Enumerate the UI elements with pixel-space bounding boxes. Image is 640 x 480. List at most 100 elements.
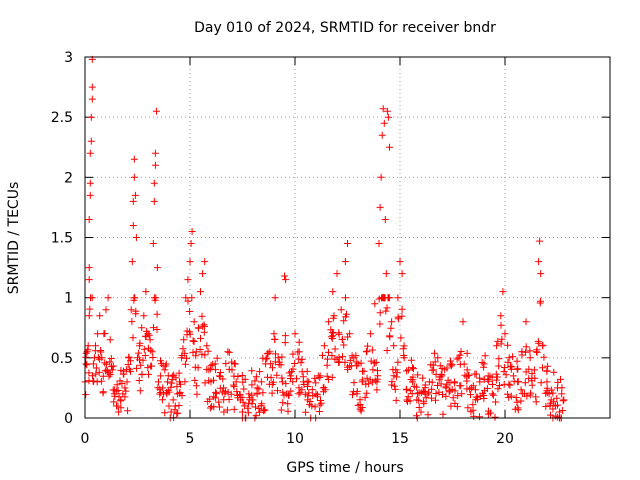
- data-point: [204, 347, 212, 355]
- data-point: [298, 355, 306, 363]
- data-point: [559, 397, 567, 405]
- data-point: [149, 354, 157, 361]
- data-point: [559, 407, 567, 414]
- data-point: [161, 409, 169, 417]
- data-point: [245, 390, 253, 398]
- data-point: [89, 360, 97, 368]
- data-point: [192, 382, 200, 390]
- data-point: [513, 398, 521, 406]
- data-point: [257, 378, 265, 386]
- data-point: [269, 364, 276, 372]
- data-point: [277, 361, 285, 369]
- data-point: [153, 264, 161, 272]
- data-point: [414, 371, 422, 379]
- data-point: [420, 400, 428, 408]
- data-point: [92, 370, 100, 378]
- data-point: [291, 360, 299, 367]
- data-point: [526, 347, 534, 355]
- data-point: [156, 385, 164, 393]
- data-point: [140, 312, 148, 320]
- data-point: [501, 364, 509, 371]
- data-point: [403, 396, 411, 404]
- data-point: [437, 380, 445, 388]
- data-point: [181, 349, 189, 357]
- data-point: [344, 240, 351, 247]
- data-point: [437, 371, 445, 378]
- data-point: [324, 355, 331, 363]
- y-tick-label: 1: [64, 291, 73, 307]
- data-point: [530, 366, 538, 374]
- data-point: [174, 409, 182, 417]
- data-point: [378, 131, 386, 139]
- data-point: [428, 394, 435, 402]
- data-point: [557, 375, 564, 383]
- data-point: [297, 359, 305, 367]
- data-point: [384, 113, 392, 121]
- data-point: [548, 386, 556, 394]
- data-point: [196, 346, 204, 353]
- data-point: [186, 330, 194, 338]
- data-point: [262, 355, 270, 363]
- data-point: [110, 386, 118, 394]
- chart-title: Day 010 of 2024, SRMTID for receiver bnd…: [194, 20, 496, 36]
- data-point: [508, 363, 516, 371]
- data-point: [316, 408, 323, 415]
- data-point: [386, 143, 393, 151]
- data-point: [509, 353, 517, 361]
- data-point: [558, 390, 566, 398]
- data-point: [464, 371, 472, 379]
- data-point: [439, 410, 447, 418]
- data-point: [425, 388, 433, 396]
- data-point: [535, 339, 543, 347]
- data-point: [195, 324, 203, 332]
- data-point: [518, 348, 526, 356]
- data-point: [106, 358, 114, 366]
- data-point: [88, 95, 96, 103]
- data-point: [376, 320, 384, 328]
- data-point: [483, 385, 491, 392]
- data-point: [111, 392, 119, 400]
- data-point: [513, 357, 521, 365]
- data-point: [527, 389, 535, 397]
- data-point: [131, 294, 139, 302]
- data-point: [256, 408, 264, 416]
- x-tick-label: 20: [496, 431, 514, 447]
- data-point: [279, 399, 287, 407]
- data-point: [428, 366, 436, 374]
- data-point: [521, 379, 529, 387]
- data-point: [201, 379, 209, 387]
- data-point: [123, 378, 131, 386]
- data-point: [319, 351, 326, 359]
- data-point: [497, 340, 505, 348]
- data-point: [157, 372, 165, 380]
- data-point: [409, 364, 416, 372]
- data-point: [359, 367, 366, 375]
- data-point: [104, 294, 112, 302]
- data-point: [270, 330, 278, 338]
- data-point: [337, 306, 345, 314]
- data-point: [173, 383, 181, 391]
- data-point: [367, 357, 375, 365]
- data-point: [540, 353, 548, 361]
- data-point: [284, 391, 292, 399]
- data-point: [241, 375, 249, 383]
- data-point: [399, 345, 407, 353]
- data-point: [467, 391, 474, 399]
- data-point: [244, 409, 252, 417]
- data-point: [549, 405, 557, 413]
- data-point: [230, 381, 237, 389]
- data-point: [178, 392, 186, 400]
- data-point: [353, 387, 361, 395]
- data-point: [434, 382, 441, 389]
- data-point: [554, 401, 561, 409]
- data-point: [165, 388, 173, 396]
- data-point: [352, 352, 360, 360]
- data-point: [281, 332, 289, 340]
- data-point: [320, 342, 328, 350]
- data-point: [184, 297, 192, 305]
- data-point: [363, 389, 371, 397]
- data-point: [144, 364, 152, 372]
- data-point: [186, 258, 194, 266]
- data-point: [210, 376, 217, 384]
